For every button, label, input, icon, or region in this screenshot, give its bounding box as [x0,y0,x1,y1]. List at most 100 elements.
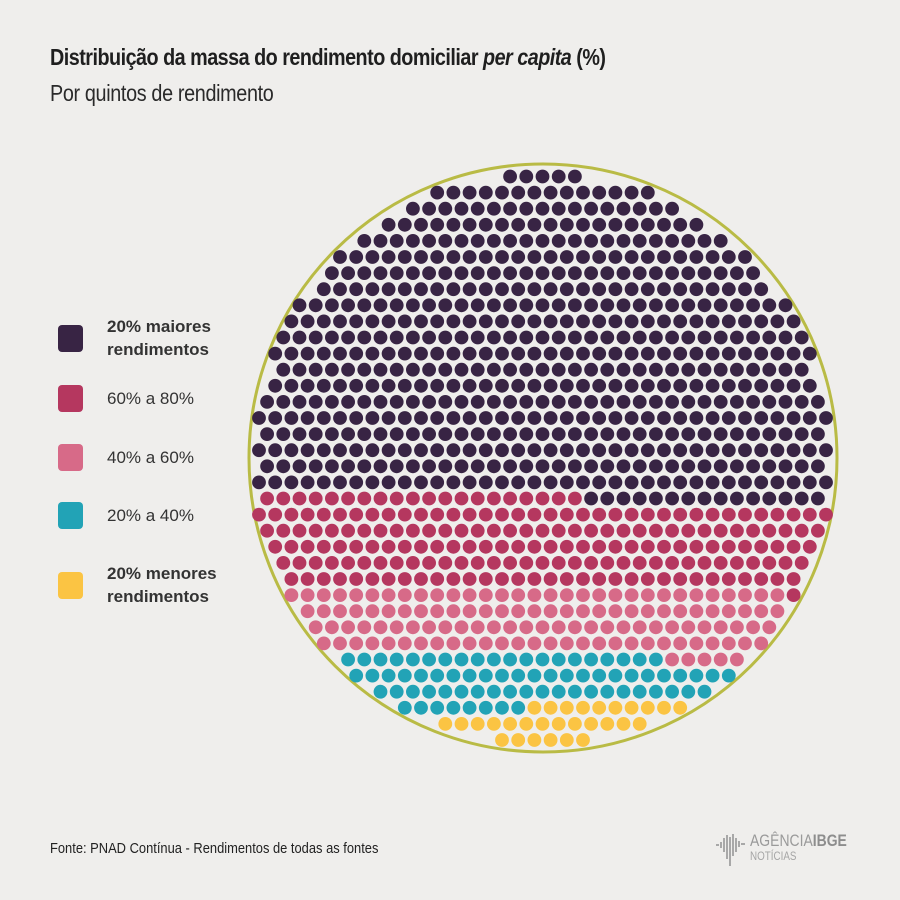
dot-top-20 [681,298,696,313]
dot-top-20 [438,427,453,441]
dot-60-80 [276,491,291,506]
dot-top-20 [681,234,696,248]
dot-top-20 [268,443,283,458]
dot-40-60 [414,636,428,651]
dot-top-20 [365,378,380,393]
dot-bottom-20 [632,717,647,731]
dot-20-40 [551,684,566,699]
dot-40-60 [632,620,647,635]
dot-20-40 [389,684,404,699]
dot-60-80 [511,507,526,522]
dot-top-20 [697,234,712,248]
dot-top-20 [406,459,420,474]
dot-top-20 [584,234,598,248]
dot-40-60 [592,604,607,619]
dot-60-80 [397,539,412,554]
dot-top-20 [632,266,647,280]
dot-top-20 [284,475,299,490]
dot-top-20 [268,411,283,425]
dot-top-20 [600,362,615,377]
dot-top-20 [381,217,396,232]
dot-top-20 [778,330,793,345]
dot-top-20 [568,298,582,313]
dot-top-20 [511,443,526,458]
dot-top-20 [746,362,760,377]
dot-top-20 [697,266,712,280]
dot-20-40 [422,652,436,667]
dot-60-80 [705,572,720,586]
dot-top-20 [357,266,372,280]
dot-top-20 [381,346,396,361]
dot-40-60 [519,620,534,635]
dot-top-20 [559,411,574,425]
title-suffix: (%) [571,44,606,70]
dot-top-20 [819,443,833,458]
dot-top-20 [770,346,785,361]
dot-60-80 [260,523,274,538]
dot-60-80 [341,491,355,506]
dot-bottom-20 [543,733,558,747]
dot-top-20 [511,411,526,425]
dot-top-20 [341,362,355,377]
dot-top-20 [462,250,477,264]
dot-60-80 [811,523,825,538]
dot-40-60 [406,620,420,635]
dot-60-80 [673,507,688,522]
dot-top-20 [811,491,825,506]
dot-40-60 [543,636,558,651]
dot-top-20 [292,298,307,313]
dot-top-20 [519,395,534,409]
dot-40-60 [325,620,339,635]
dot-60-80 [543,507,558,522]
dot-60-80 [349,572,364,586]
dot-top-20 [454,234,469,248]
legend-label: 20% menores rendimentos [107,564,217,606]
dot-60-80 [519,556,534,570]
dot-top-20 [446,217,461,232]
dot-60-80 [300,507,315,522]
dot-top-20 [308,330,323,345]
dot-top-20 [640,217,655,232]
dot-top-20 [624,443,639,458]
dot-top-20 [624,346,639,361]
dot-top-20 [519,427,534,441]
dot-top-20 [308,395,323,409]
dot-60-80 [576,507,590,522]
dot-top-20 [519,298,534,313]
dot-top-20 [462,185,477,200]
dot-60-80 [640,507,655,522]
dot-top-20 [373,330,388,345]
dot-40-60 [608,604,623,619]
dot-top-20 [616,395,631,409]
dot-top-20 [389,330,404,345]
dot-top-20 [689,250,704,264]
dot-60-80 [503,491,517,506]
dot-40-60 [495,588,509,602]
dot-top-20 [657,475,671,490]
dot-top-20 [438,395,453,409]
dot-top-20 [414,346,428,361]
dot-40-60 [624,588,639,602]
dot-top-20 [470,234,485,248]
dot-60-80 [349,507,364,522]
dot-top-20 [721,282,736,297]
dot-top-20 [478,314,493,329]
dot-40-60 [341,620,355,635]
dot-40-60 [673,636,688,651]
dot-top-20 [389,298,404,313]
dot-top-20 [316,346,331,361]
dot-top-20 [406,362,420,377]
dot-bottom-20 [495,733,509,747]
dot-top-20 [357,362,372,377]
dot-top-20 [576,185,590,200]
dot-40-60 [333,604,347,619]
dot-40-60 [495,604,509,619]
dot-20-40 [511,700,526,715]
dot-top-20 [762,395,777,409]
dot-60-80 [770,572,785,586]
dot-60-80 [381,507,396,522]
dot-40-60 [300,588,315,602]
dot-top-20 [697,459,712,474]
legend-swatch [58,324,83,352]
dot-top-20 [543,185,558,200]
